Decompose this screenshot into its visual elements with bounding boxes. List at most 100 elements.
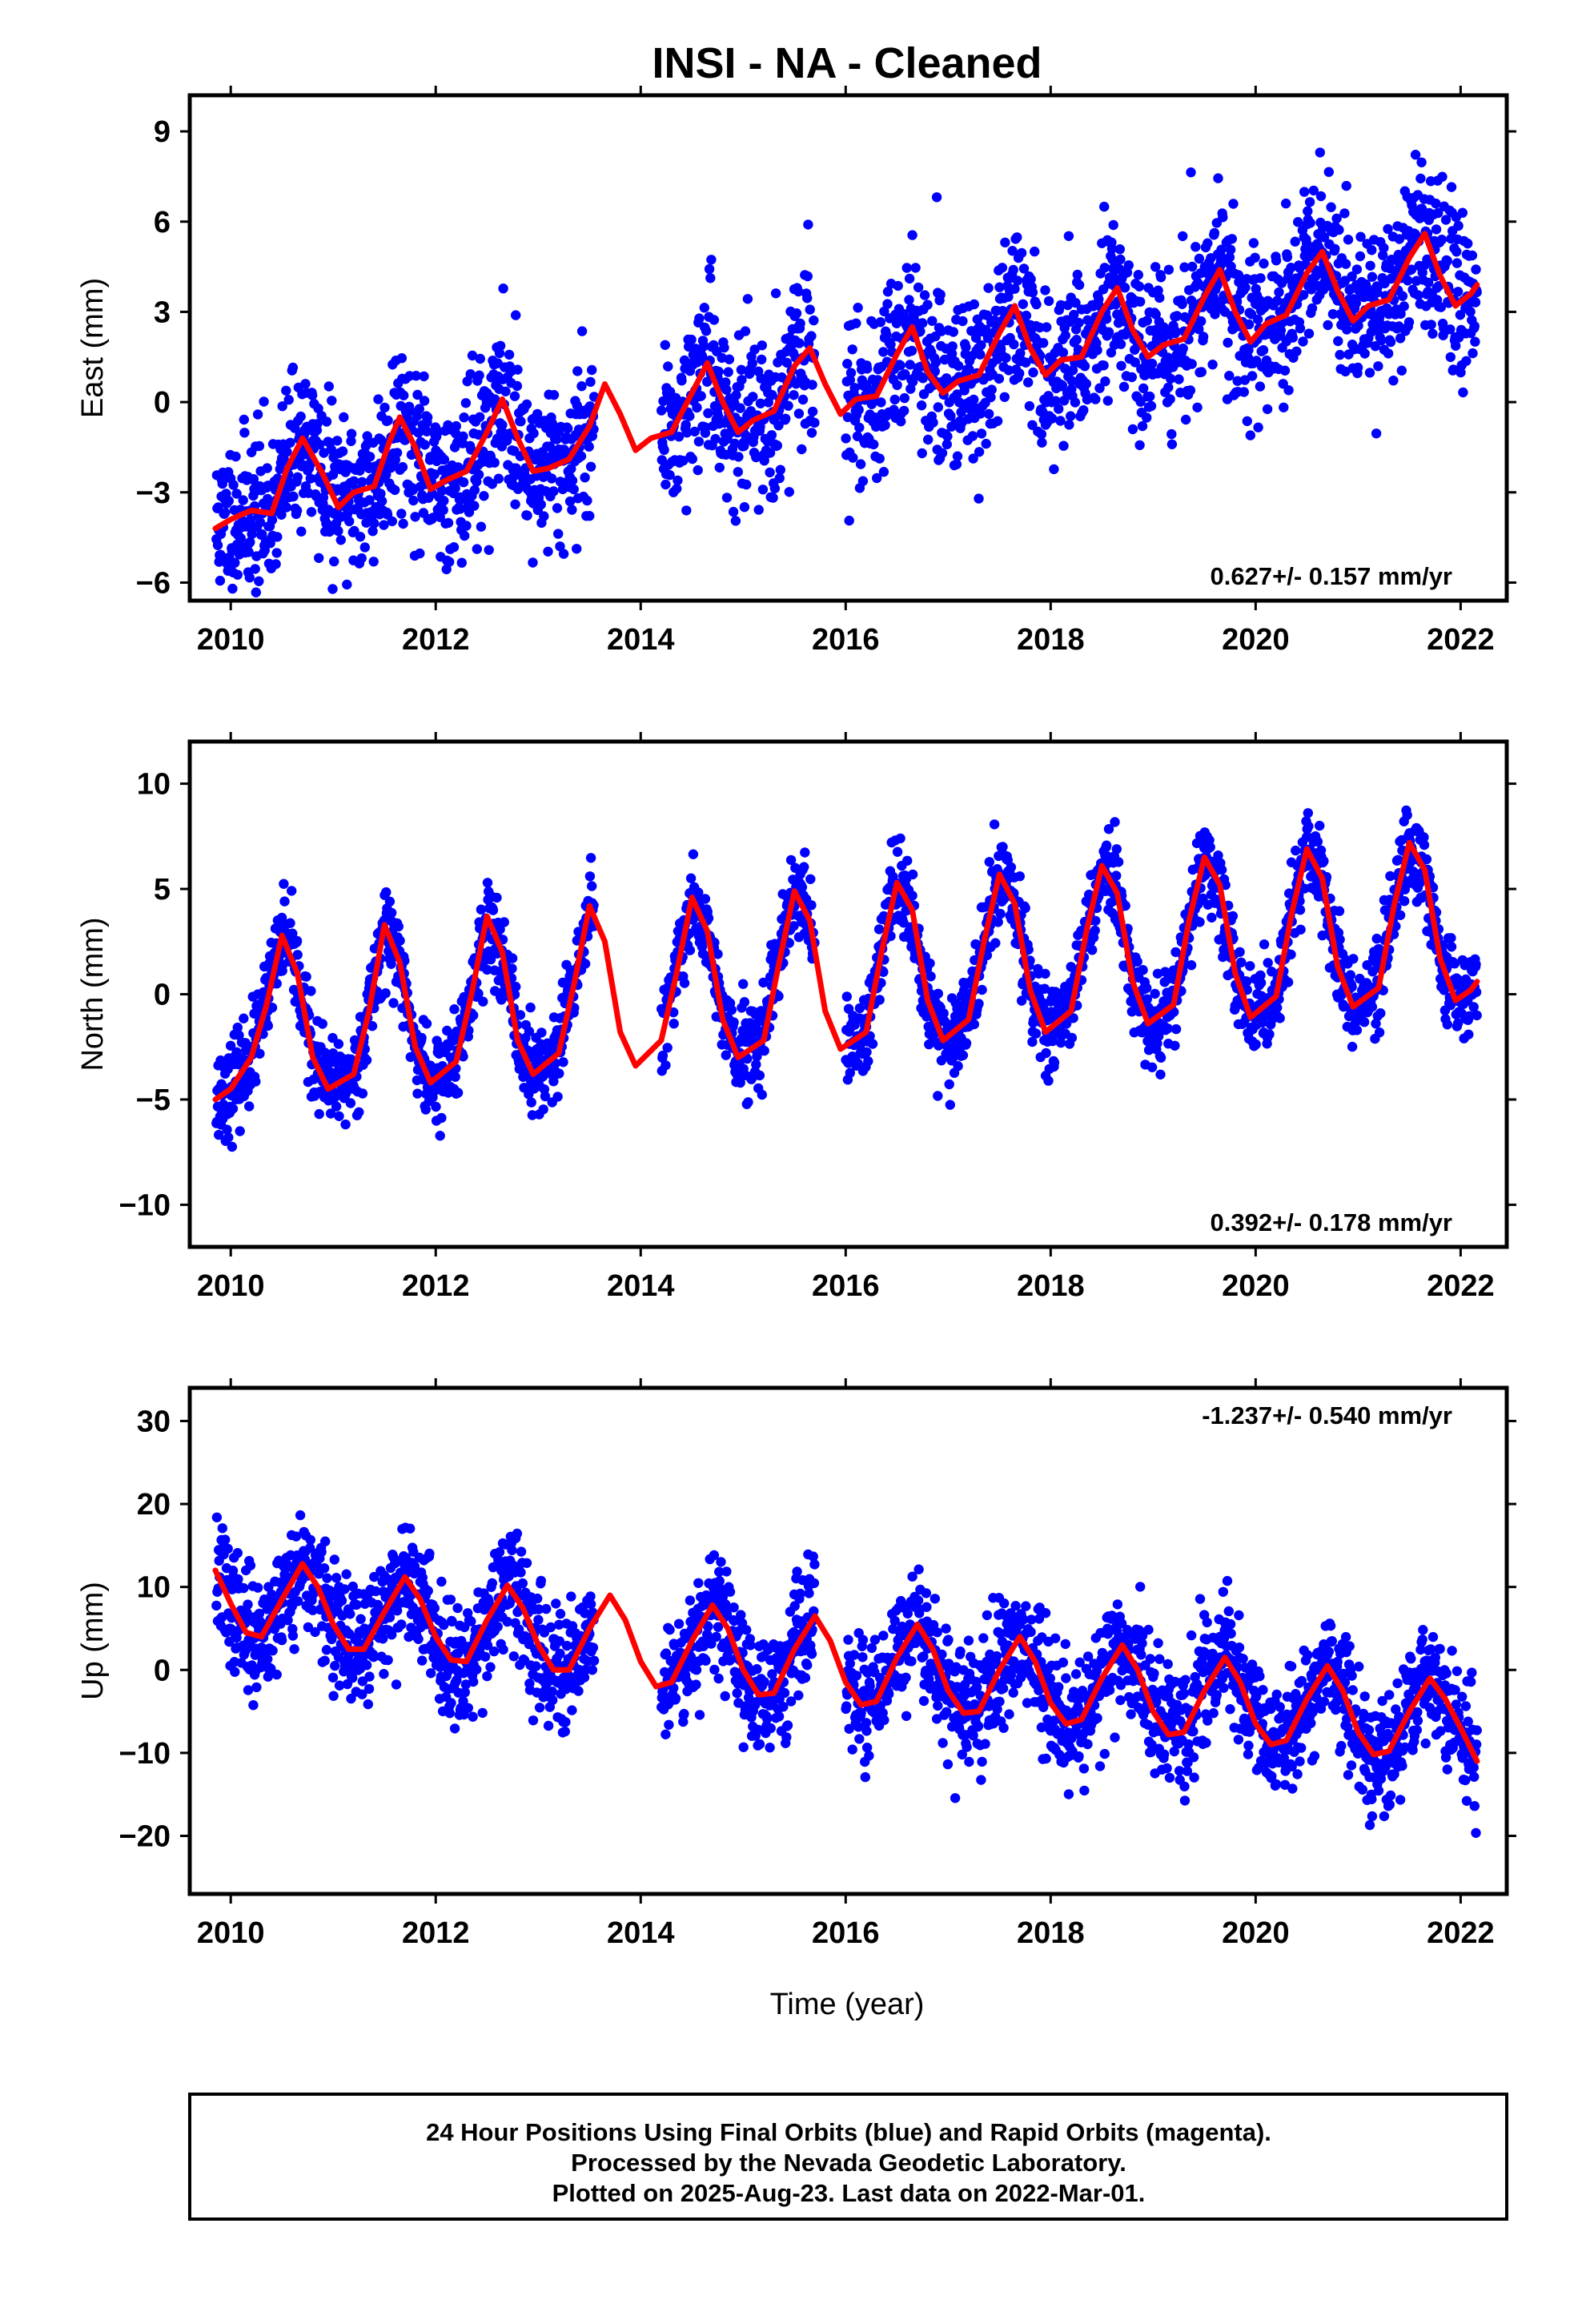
east-point <box>1315 191 1327 202</box>
east-point <box>889 394 900 405</box>
east-point <box>885 340 896 350</box>
north-point <box>435 1131 445 1141</box>
east-point <box>1279 365 1291 376</box>
east-point <box>1455 310 1466 320</box>
north-point <box>1146 1062 1158 1073</box>
east-point <box>847 344 857 355</box>
east-point <box>1253 422 1263 432</box>
east-point <box>904 295 914 305</box>
east-point <box>1060 330 1071 341</box>
east-point <box>484 545 494 555</box>
east-point <box>329 556 339 567</box>
north-point <box>536 1027 547 1038</box>
east-point <box>473 469 484 480</box>
east-point <box>946 348 958 359</box>
east-point <box>287 362 299 373</box>
east-point <box>230 557 240 568</box>
north-point <box>279 896 290 907</box>
east-point <box>528 428 539 439</box>
east-point <box>806 428 817 438</box>
east-point <box>661 479 671 490</box>
east-point <box>704 263 715 275</box>
east-point <box>1072 269 1083 280</box>
north-point <box>361 1055 372 1066</box>
east-point <box>323 381 334 392</box>
east-x-tick-label: 2022 <box>1427 623 1495 657</box>
north-point <box>861 1047 872 1058</box>
east-point <box>952 389 962 400</box>
east-point <box>396 353 408 364</box>
east-point <box>364 495 375 505</box>
east-point <box>1461 356 1472 366</box>
east-point <box>1258 345 1269 356</box>
east-point <box>997 263 1008 273</box>
north-point <box>239 1013 249 1023</box>
east-point <box>1138 383 1149 394</box>
east-point <box>729 438 740 449</box>
east-point <box>1154 292 1165 304</box>
north-point <box>478 996 488 1007</box>
east-point <box>1185 385 1196 396</box>
east-point <box>976 340 986 350</box>
north-point <box>806 900 817 911</box>
east-y-axis-label: East (mm) <box>76 278 110 418</box>
east-point <box>419 371 429 382</box>
east-point <box>701 422 711 432</box>
east-point <box>1367 245 1377 255</box>
east-point <box>585 461 596 472</box>
east-point <box>1367 271 1378 282</box>
north-point <box>1345 970 1356 980</box>
east-point <box>472 544 482 554</box>
east-point <box>1298 290 1309 300</box>
east-point <box>307 390 318 400</box>
east-point <box>714 462 725 473</box>
east-point <box>753 505 764 515</box>
north-point <box>232 1022 243 1033</box>
east-model-line <box>212 231 1480 532</box>
east-point <box>1470 297 1481 308</box>
east-point <box>687 453 697 464</box>
east-point <box>730 516 741 526</box>
east-point <box>807 406 818 417</box>
east-point <box>1071 335 1082 345</box>
north-point <box>945 1100 956 1110</box>
north-point <box>739 997 750 1007</box>
east-point <box>951 459 962 469</box>
east-point <box>1298 336 1308 347</box>
east-point <box>774 472 785 484</box>
east-point <box>1323 167 1335 177</box>
east-point <box>1355 251 1366 262</box>
east-point <box>337 446 348 456</box>
east-point <box>1127 424 1138 435</box>
east-point <box>587 364 597 376</box>
east-point <box>747 358 757 368</box>
east-point <box>1326 202 1336 212</box>
east-point <box>781 357 793 368</box>
east-point <box>1242 416 1253 427</box>
north-point <box>1216 864 1227 875</box>
east-point <box>456 557 467 568</box>
north-point <box>685 873 697 883</box>
east-point <box>460 398 472 408</box>
north-point <box>235 1126 245 1136</box>
east-point <box>521 399 532 410</box>
north-point <box>538 1104 548 1115</box>
east-point <box>1165 394 1175 404</box>
east-point <box>451 420 461 432</box>
north-point <box>984 857 995 867</box>
east-point <box>1340 259 1351 269</box>
east-point <box>1341 180 1351 191</box>
east-point <box>1207 360 1218 370</box>
north-point <box>1351 1025 1363 1035</box>
east-point <box>1194 253 1205 264</box>
east-point <box>805 304 815 315</box>
east-point <box>1239 387 1250 397</box>
east-point <box>901 263 912 273</box>
east-point <box>686 334 697 345</box>
east-point <box>346 428 357 439</box>
east-point <box>757 354 767 365</box>
east-point <box>1028 367 1038 378</box>
north-point <box>244 1101 255 1112</box>
east-point <box>1399 301 1409 312</box>
north-point <box>662 1043 673 1053</box>
